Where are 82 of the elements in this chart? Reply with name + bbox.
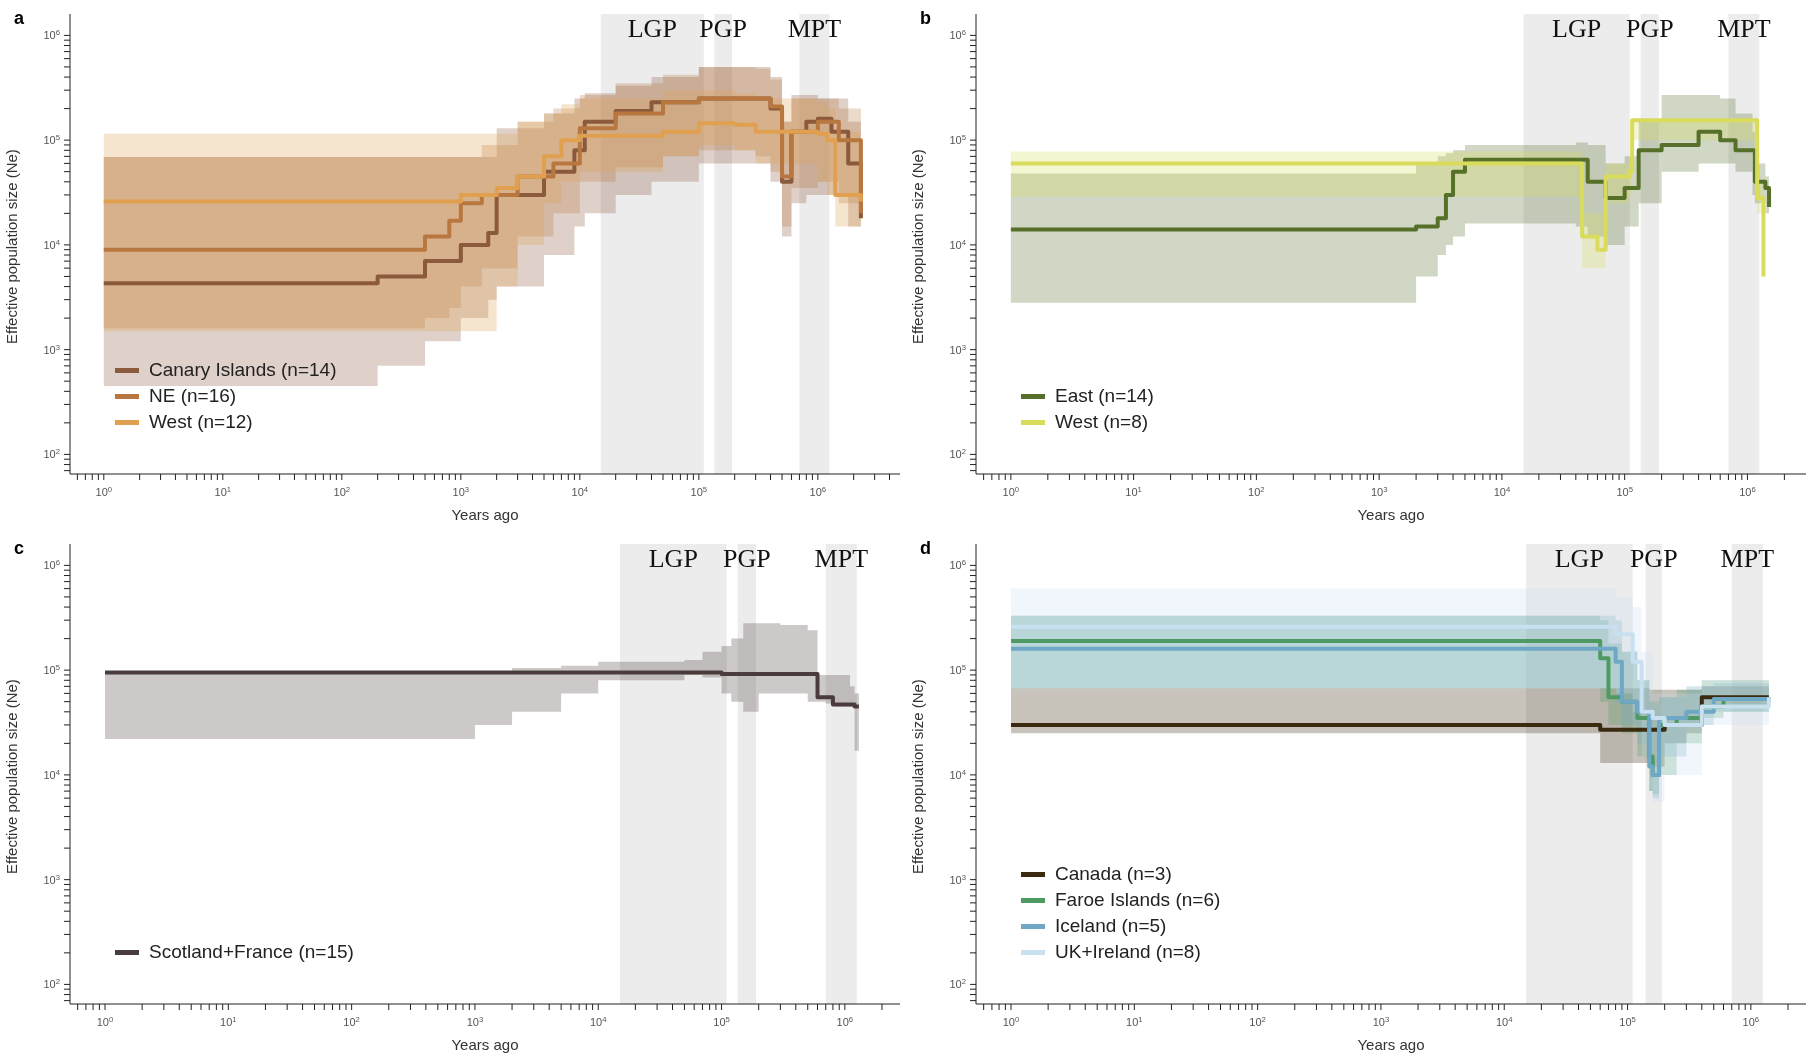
y-tick-label: 10$^{6}$ [949, 27, 966, 42]
y-tick-label: 10$^{2}$ [43, 976, 60, 991]
x-tick-label: 10$^{3}$ [1370, 484, 1388, 498]
y-tick-label: 10$^{5}$ [43, 662, 60, 677]
x-tick-label: 10$^{4}$ [1493, 484, 1511, 498]
x-tick-label: 10$^{2}$ [343, 1014, 360, 1028]
y-tick-label: 10$^{3}$ [949, 342, 966, 356]
chart-title: a [14, 8, 25, 29]
x-tick-label: 10$^{0}$ [95, 484, 113, 498]
y-tick-label: 10$^{5}$ [949, 132, 966, 147]
band-label: PGP [699, 14, 748, 44]
x-tick-label: 10$^{3}$ [452, 484, 470, 498]
x-axis-title: Years ago [451, 1036, 519, 1053]
x-axis-title: Years ago [451, 506, 519, 523]
y-tick-label: 10$^{3}$ [949, 872, 966, 886]
x-tick-label: 10$^{3}$ [466, 1014, 484, 1028]
band-label: LGP [1554, 544, 1604, 574]
chart-title: b [920, 8, 931, 29]
legend-label: West (n=12) [149, 411, 253, 433]
x-tick-label: 10$^{4}$ [589, 1014, 608, 1028]
y-tick-label: 10$^{5}$ [43, 132, 60, 147]
x-axis-title: Years ago [1357, 1036, 1425, 1053]
chart-title: c [14, 538, 25, 559]
y-tick-label: 10$^{4}$ [43, 237, 61, 251]
y-tick-label: 10$^{4}$ [43, 767, 61, 781]
x-tick-label: 10$^{2}$ [1249, 1014, 1266, 1028]
band-label: MPT [814, 544, 869, 574]
y-tick-label: 10$^{3}$ [43, 342, 60, 356]
band-label: MPT [1720, 544, 1775, 574]
x-tick-label: 10$^{0}$ [96, 1014, 114, 1028]
x-tick-label: 10$^{2}$ [1248, 484, 1265, 498]
x-tick-label: 10$^{4}$ [571, 484, 589, 498]
y-tick-label: 10$^{2}$ [949, 446, 966, 461]
y-tick-label: 10$^{2}$ [43, 446, 60, 461]
band-label: PGP [722, 544, 771, 574]
x-tick-label: 10$^{1}$ [1126, 1014, 1143, 1028]
x-tick-label: 10$^{1}$ [214, 484, 232, 498]
x-tick-label: 10$^{2}$ [333, 484, 351, 498]
band-label: MPT [787, 14, 842, 44]
x-tick-label: 10$^{4}$ [1495, 1014, 1514, 1028]
legend-label: Faroe Islands (n=6) [1055, 889, 1221, 911]
y-tick-label: 10$^{4}$ [949, 237, 967, 251]
legend-label: Scotland+France (n=15) [149, 941, 354, 963]
chart-title: d [920, 538, 931, 559]
legend-label: West (n=8) [1055, 411, 1149, 433]
x-tick-label: 10$^{0}$ [1002, 484, 1020, 498]
band-label: LGP [627, 14, 677, 44]
x-tick-label: 10$^{6}$ [836, 1014, 854, 1028]
legend-label: UK+Ireland (n=8) [1055, 941, 1201, 963]
y-axis-title: Effective population size (Ne) [3, 149, 21, 344]
legend-label: Canada (n=3) [1055, 863, 1172, 885]
band-label: PGP [1629, 544, 1678, 574]
band-label: PGP [1625, 14, 1674, 44]
x-tick-label: 10$^{0}$ [1002, 1014, 1020, 1028]
legend-label: NE (n=16) [149, 385, 237, 407]
y-tick-label: 10$^{5}$ [949, 662, 966, 677]
x-tick-label: 10$^{1}$ [1125, 484, 1142, 498]
y-tick-label: 10$^{2}$ [949, 976, 966, 991]
x-tick-label: 10$^{3}$ [1372, 1014, 1390, 1028]
x-tick-label: 10$^{6}$ [809, 484, 827, 498]
y-tick-label: 10$^{4}$ [949, 767, 967, 781]
y-tick-label: 10$^{3}$ [43, 872, 60, 886]
y-tick-label: 10$^{6}$ [949, 557, 966, 572]
y-axis-title: Effective population size (Ne) [909, 149, 927, 344]
x-tick-label: 10$^{5}$ [1619, 1014, 1636, 1028]
legend-label: Iceland (n=5) [1055, 915, 1167, 937]
x-tick-label: 10$^{5}$ [1616, 484, 1633, 498]
band-label: LGP [1552, 14, 1602, 44]
band-label: MPT [1717, 14, 1771, 44]
legend-label: East (n=14) [1055, 385, 1154, 407]
y-tick-label: 10$^{6}$ [43, 27, 60, 42]
x-axis-title: Years ago [1357, 506, 1425, 523]
band-label: LGP [648, 544, 698, 574]
y-axis-title: Effective population size (Ne) [3, 679, 21, 874]
x-tick-label: 10$^{5}$ [690, 484, 708, 498]
legend-label: Canary Islands (n=14) [149, 359, 337, 381]
y-axis-title: Effective population size (Ne) [909, 679, 927, 874]
y-tick-label: 10$^{6}$ [43, 557, 60, 572]
x-tick-label: 10$^{5}$ [713, 1014, 730, 1028]
x-tick-label: 10$^{6}$ [1739, 484, 1756, 498]
x-tick-label: 10$^{6}$ [1742, 1014, 1760, 1028]
x-tick-label: 10$^{1}$ [220, 1014, 237, 1028]
